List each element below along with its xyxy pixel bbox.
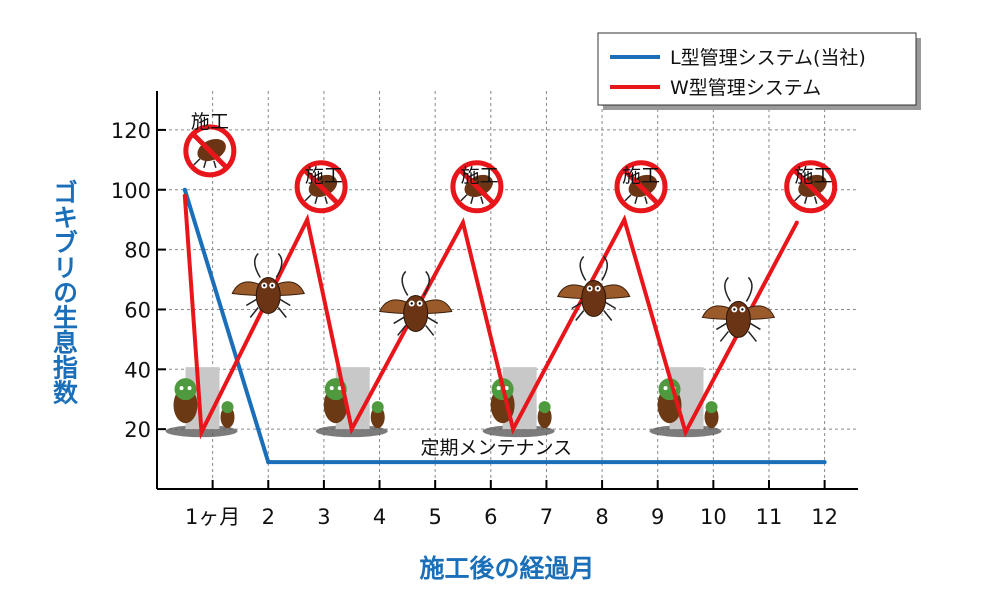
no-roach-icon-3 xyxy=(614,160,668,214)
cockroach-icon-3 xyxy=(701,276,776,342)
series-0-point-0 xyxy=(182,187,187,192)
x-tick-label-4: 5 xyxy=(428,505,441,529)
series-layer xyxy=(182,187,827,465)
y-tick-label-5: 120 xyxy=(111,119,151,143)
no-roach-icon-1 xyxy=(294,160,348,214)
x-tick-label-6: 7 xyxy=(540,505,553,529)
x-tick-label-0: 1ヶ月 xyxy=(185,505,240,529)
cockroach-icon-2 xyxy=(557,255,631,321)
x-axis-title: 施工後の経過月 xyxy=(419,554,594,583)
series-1-point-1 xyxy=(199,430,204,435)
y-tick-label-4: 100 xyxy=(111,179,151,203)
x-tick-label-2: 3 xyxy=(317,505,330,529)
y-tick-label-2: 60 xyxy=(124,298,151,322)
series-1-point-2 xyxy=(305,217,310,222)
tick-labels: 20 40 60 80 100 120 1ヶ月 2 3 4 5 6 7 8 9 10 11 12 xyxy=(111,119,838,529)
legend-label-l-type: L型管理システム(当社) xyxy=(670,47,866,69)
y-tick-label-3: 80 xyxy=(124,239,151,263)
bait-station-icon-1 xyxy=(315,367,388,438)
series-1-point-7 xyxy=(683,430,688,435)
series-1-point-8 xyxy=(794,220,799,225)
annotation-1: 施工 xyxy=(191,111,229,133)
x-tick-label-1: 2 xyxy=(262,505,275,529)
x-tick-label-5: 6 xyxy=(484,505,497,529)
x-tick-label-7: 8 xyxy=(595,505,608,529)
series-1-point-5 xyxy=(511,427,516,432)
y-axis-title: ゴキブリの生息指数 xyxy=(50,179,79,406)
annotation-0: 定期メンテナンス xyxy=(421,437,573,459)
annotation-2: 施工 xyxy=(305,165,343,187)
cockroach-icon-0 xyxy=(231,252,305,318)
legend-box xyxy=(597,32,917,106)
x-tick-label-11: 12 xyxy=(811,505,838,529)
bait-station-layer xyxy=(165,367,722,438)
annotation-3: 施工 xyxy=(461,165,499,187)
legend-label-w-type: W型管理システム xyxy=(670,77,821,99)
bait-station-icon-2 xyxy=(482,367,555,438)
no-roach-icon-0 xyxy=(183,124,237,178)
no-roach-icon-4 xyxy=(784,160,838,214)
roach-layer xyxy=(231,252,776,342)
legend: L型管理システム(当社) W型管理システム xyxy=(597,32,921,110)
y-tick-label-1: 40 xyxy=(124,358,151,382)
annotation-4: 施工 xyxy=(622,165,660,187)
series-0-point-2 xyxy=(822,460,827,465)
x-tick-label-8: 9 xyxy=(651,505,664,529)
series-1-point-0 xyxy=(182,193,187,198)
series-1-point-4 xyxy=(460,220,465,225)
y-tick-label-0: 20 xyxy=(124,418,151,442)
series-1-point-3 xyxy=(349,427,354,432)
treatment-marker-layer xyxy=(183,124,838,214)
x-tick-label-9: 10 xyxy=(700,505,727,529)
x-tick-label-3: 4 xyxy=(373,505,386,529)
cockroach-icon-1 xyxy=(378,270,453,336)
series-0-point-1 xyxy=(266,460,271,465)
no-roach-icon-2 xyxy=(450,160,504,214)
axes xyxy=(156,91,858,490)
annotation-5: 施工 xyxy=(794,165,832,187)
x-tick-label-10: 11 xyxy=(756,505,783,529)
series-1-point-6 xyxy=(622,217,627,222)
